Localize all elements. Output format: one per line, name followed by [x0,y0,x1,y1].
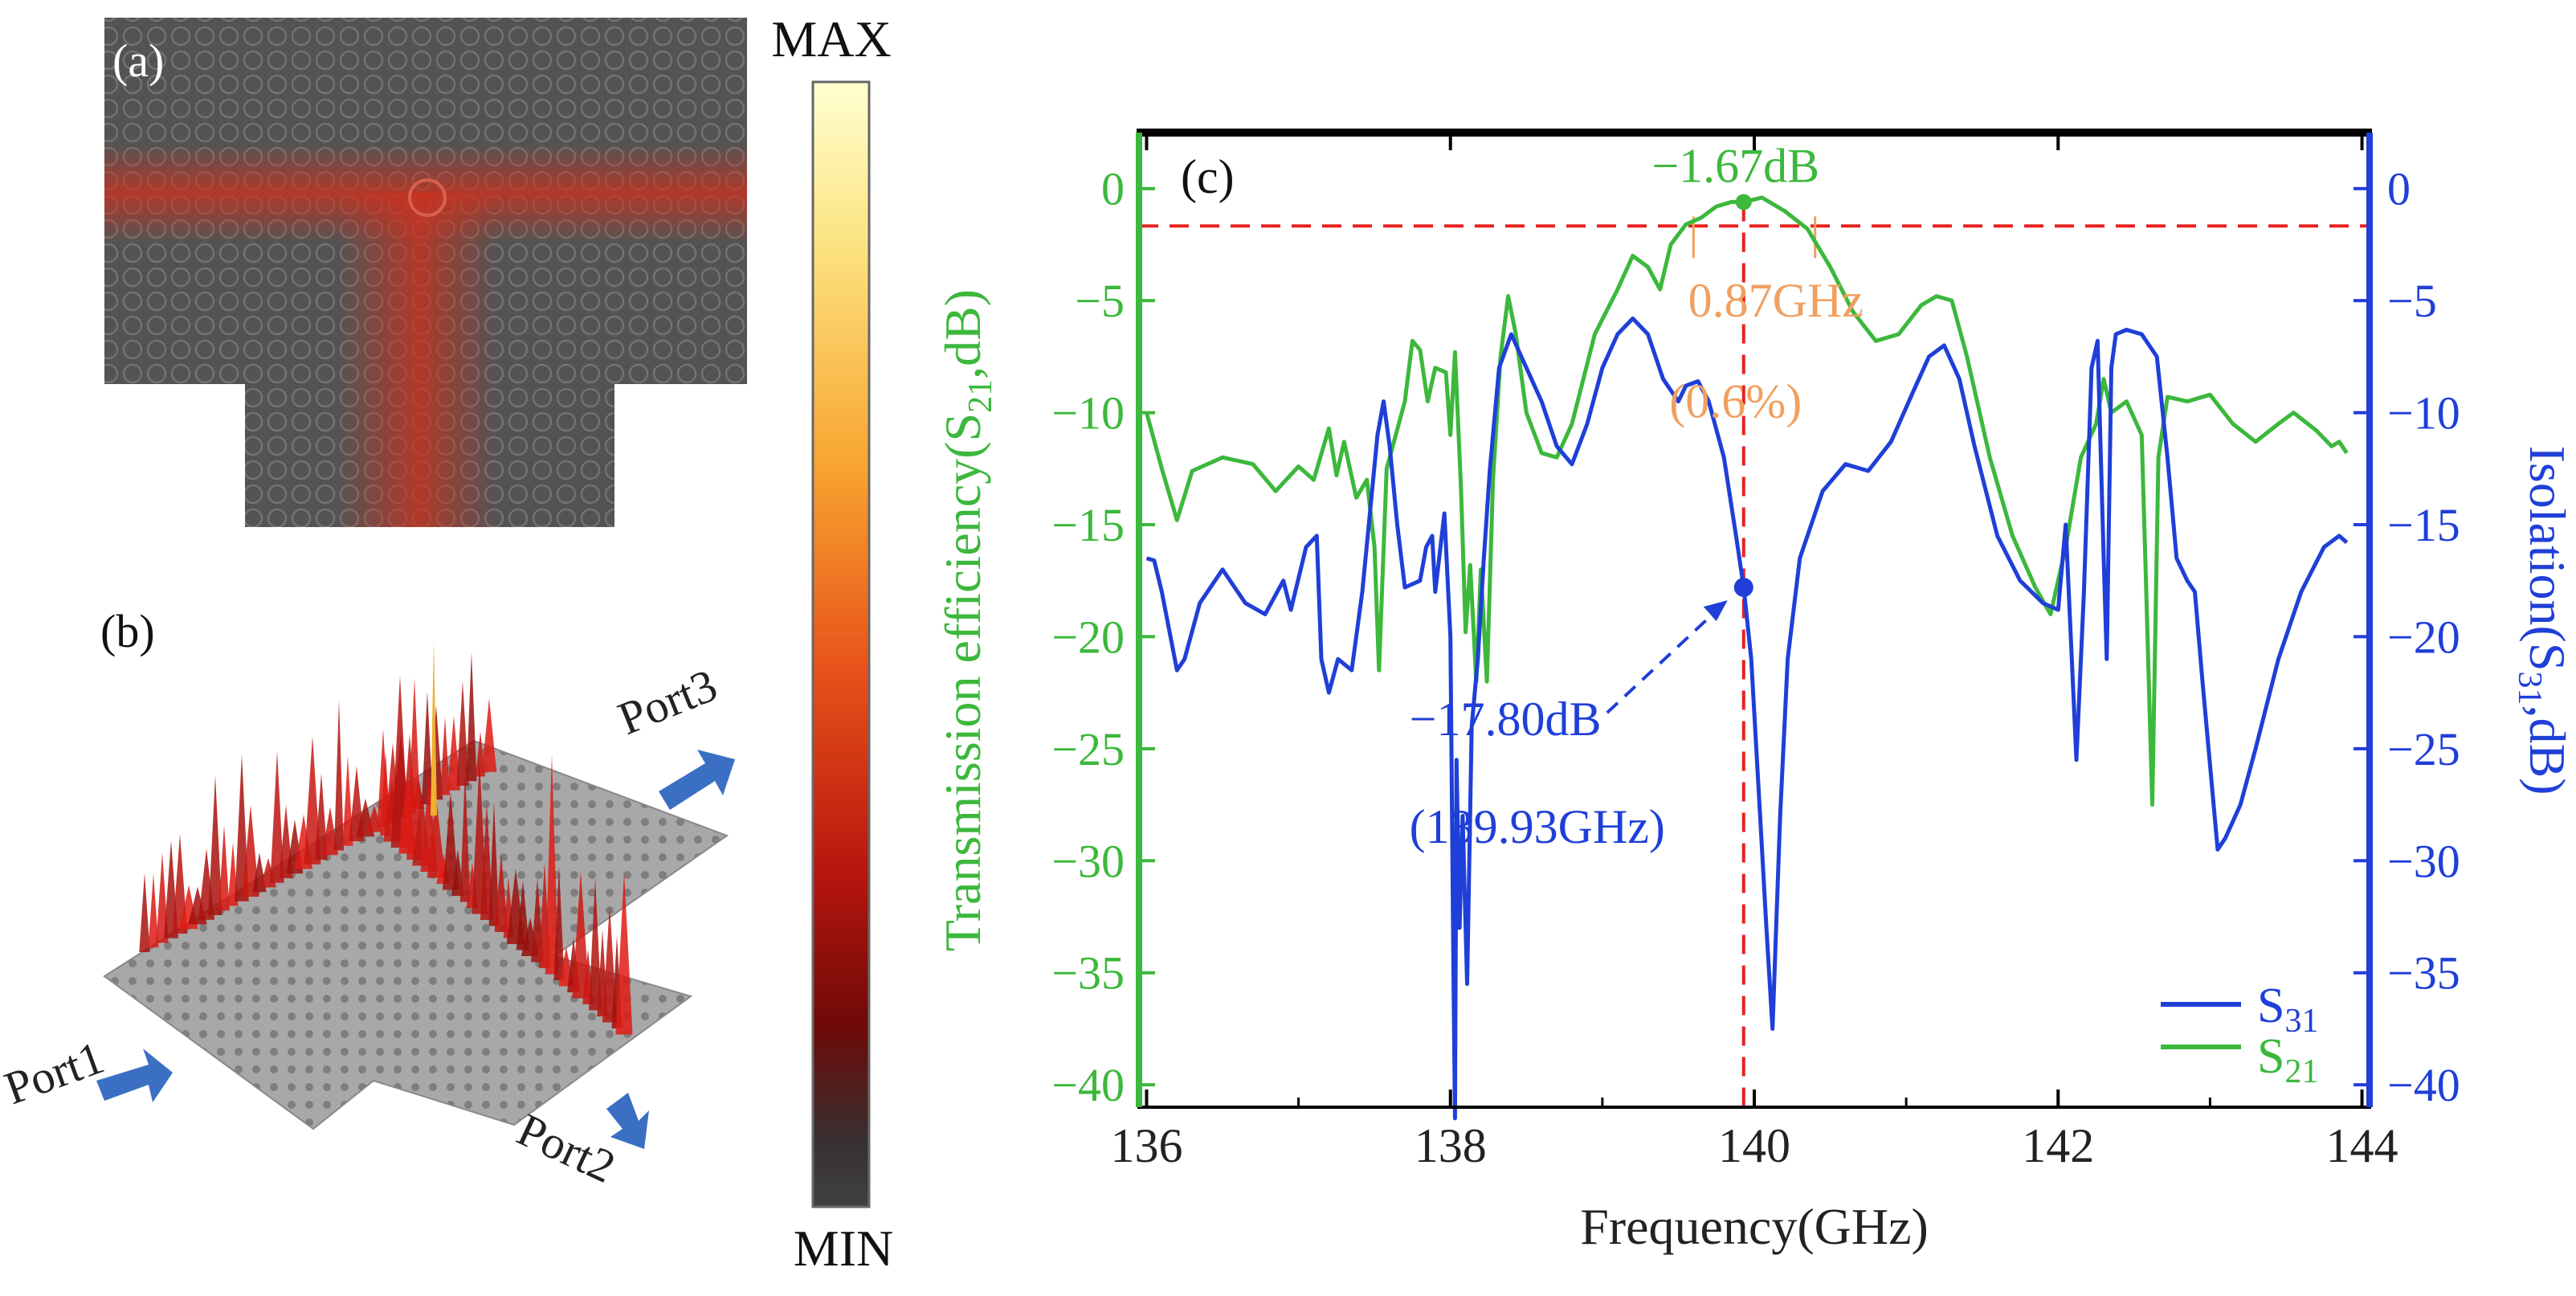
series-line-s21 [1145,195,2349,807]
field-spike [172,833,188,934]
y-left-tick-label: −25 [1051,723,1125,775]
x-tick-label: 142 [2022,1119,2094,1172]
field-spike [481,698,497,772]
field-spike [442,791,459,890]
field-spike [139,873,150,952]
field-spike-peak [431,639,437,816]
field-spike [588,877,602,1011]
y-right-tick-label: −40 [2387,1059,2460,1111]
field-spike [321,807,339,856]
port1-label: Port1 [0,1031,111,1114]
y-right-tick-label: −25 [2387,723,2460,775]
field-spike [456,681,469,786]
field-spike [545,754,559,975]
field-spike [602,905,618,1023]
isolation-value-annotation: −17.80dB [1410,693,1602,746]
field-spike [304,735,321,865]
y-left-tick-label: −10 [1051,387,1125,439]
port1-arrow [96,1049,173,1102]
field-spike [270,751,284,883]
panel-a-label: (a) [112,35,164,87]
annotations: −1.67dB 0.87GHz (0.6%) −17.80dB (139.93G… [1410,139,1864,853]
x-tick-label: 136 [1110,1119,1182,1172]
y-right-tick-label: −5 [2387,275,2437,327]
isolation-arrow-head [1703,600,1728,622]
y-right-tick-label: −10 [2387,387,2460,439]
bandwidth-percent-annotation: (0.6%) [1669,375,1802,428]
field-spike [333,700,345,851]
y-right-tick-label: −20 [2387,611,2460,663]
field-spike [447,715,461,791]
y-left-tick-label: −40 [1051,1059,1125,1111]
field-spike [494,853,508,932]
y-left-tick-label: 0 [1101,163,1125,215]
peak-value-annotation: −1.67dB [1651,139,1819,192]
legend: S31 S21 [2161,979,2318,1090]
resonator-defect [408,178,447,217]
field-spike [480,802,494,920]
field-spike [427,797,446,878]
slab-3d [103,739,729,1130]
y-right-tick-label: −35 [2387,947,2460,1000]
y-left-tick-label: −5 [1075,275,1125,327]
y-right-tick-label: −15 [2387,499,2460,551]
field-spike [242,804,259,897]
y-left-tick-label: −15 [1051,499,1125,551]
bandwidth-annotation: 0.87GHz [1688,274,1864,327]
field-spikes [139,639,633,1035]
y-right-tick-label: 0 [2387,163,2411,215]
port2-label: Port2 [510,1103,623,1193]
colorbar: MAX MIN [771,10,893,1277]
y-right-tick-label: −30 [2387,835,2460,887]
colorbar-max-label: MAX [771,10,891,67]
field-spike [572,870,590,999]
colorbar-gradient [811,80,871,1208]
panel-b: (b) Port1 Port2 Port3 [0,605,735,1193]
field-spike [342,755,353,846]
field-spike [315,773,328,860]
field-spike [422,691,433,804]
isolation-arrow-line [1606,599,1729,714]
legend-label-s21: S21 [2257,1029,2318,1090]
field-glow-vertical [337,193,498,527]
field-spike [439,717,451,795]
field-spike [218,824,230,911]
isolation-point-marker [1733,578,1753,598]
field-spike [488,801,500,926]
y-axis-right-label: Isolation(S31,dB) [2511,446,2576,795]
x-axis-label: Frequency(GHz) [1580,1198,1929,1255]
series-line-s31 [1145,316,2349,1121]
chart-panel-label: (c) [1181,150,1235,203]
chart-panel-c: 136 138 140 142 144 0 −5 −10 −15 −20 −25 −30 −35 −40 0… [934,129,2576,1255]
field-spike [459,770,471,902]
panel-b-label: (b) [100,605,155,657]
x-tick-label: 140 [1718,1119,1790,1172]
field-spike [208,775,222,915]
port3-label: Port3 [611,659,725,745]
field-spike [615,871,633,1035]
y-left-tick-label: −35 [1051,947,1125,1000]
port3-arrow [659,750,735,810]
x-tick-label: 138 [1415,1119,1487,1172]
y-left-tick-label: −20 [1051,611,1125,663]
y-axis-left-label: Transmission efficiency(S21,dB) [934,289,999,951]
field-spike [466,652,477,782]
peak-point-marker [1735,194,1752,211]
axis-ticks: 136 138 140 142 144 0 −5 −10 −15 −20 −25 −30 −35 −40 0… [1051,133,2460,1172]
port2-arrow [606,1093,649,1149]
x-tick-label: 144 [2326,1119,2398,1172]
colorbar-min-label: MIN [794,1220,893,1277]
panel-a: (a) [104,18,747,527]
plot-area [1139,194,2370,1121]
isolation-frequency-annotation: (139.93GHz) [1410,800,1665,853]
field-spike [553,865,565,980]
legend-label-s31: S31 [2257,979,2318,1040]
field-spike [148,873,159,948]
field-spike [406,677,423,860]
field-spike [516,880,530,951]
y-left-tick-label: −30 [1051,835,1125,887]
